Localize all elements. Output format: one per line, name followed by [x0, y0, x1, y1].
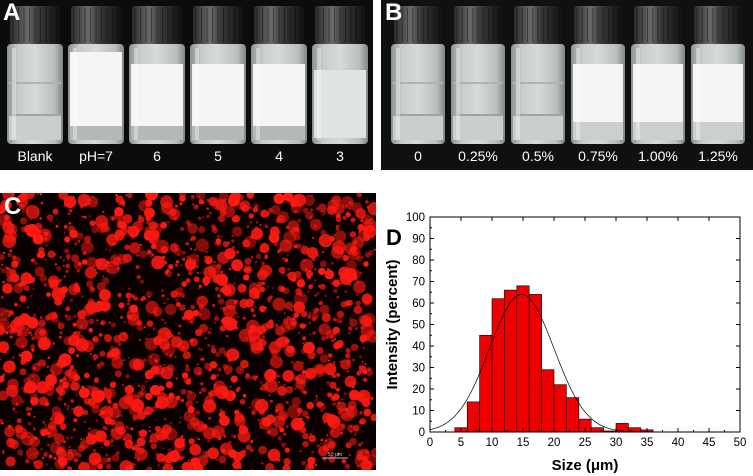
emulsion-layer [192, 64, 244, 126]
vial-cap [193, 6, 243, 44]
a-vial: 3 [312, 6, 368, 164]
x-tick-label: 15 [517, 437, 530, 449]
emulsion-layer [633, 64, 683, 122]
vial-label: 4 [275, 148, 283, 164]
y-tick-label: 50 [412, 320, 425, 332]
x-tick-label: 10 [486, 437, 499, 449]
y-tick-label: 40 [412, 341, 425, 353]
emulsion-layer [131, 64, 183, 126]
vial-label: 5 [214, 148, 222, 164]
panel-letter-a: A [3, 0, 21, 26]
vial-cap [634, 6, 682, 44]
vial-label: 0 [414, 148, 422, 164]
scale-bar-label: 50 μm [328, 452, 342, 458]
histogram-bar [504, 289, 518, 433]
panel-letter-b: B [385, 0, 403, 26]
x-tick-label: 40 [672, 437, 685, 449]
vial-label: 0.75% [578, 148, 618, 164]
vial-label: 0.5% [522, 148, 554, 164]
y-axis-label: Intensity (percent) [384, 259, 401, 389]
histogram-bar [553, 384, 567, 433]
x-tick-label: 30 [610, 437, 623, 449]
b-vial: 0.25% [451, 6, 505, 164]
vial-cap [394, 6, 442, 44]
vial-label: 1.00% [638, 148, 678, 164]
vial-cap [315, 6, 365, 44]
y-tick-label: 100 [406, 212, 425, 224]
vial-cap [10, 6, 60, 44]
emulsion-layer [573, 64, 623, 122]
y-tick-label: 70 [412, 277, 425, 289]
vial-cap [694, 6, 742, 44]
plot-frame [429, 216, 741, 433]
y-tick-label: 60 [412, 298, 425, 310]
panel-letter-d: D [386, 225, 402, 250]
histogram-bar [491, 298, 505, 433]
vial-label: Blank [17, 148, 53, 164]
vial-cap [454, 6, 502, 44]
x-tick-label: 20 [548, 437, 561, 449]
vial-label: 6 [153, 148, 161, 164]
b-vial: 0.75% [571, 6, 625, 164]
vial-photo-ph: Blank pH=7 6 5 4 3 [7, 6, 368, 164]
emulsion-layer [314, 70, 366, 138]
a-vial: 5 [190, 6, 246, 164]
vial-cap [514, 6, 562, 44]
b-vial: 0 [391, 6, 445, 164]
histogram-bar [528, 294, 542, 433]
vial-label: 3 [336, 148, 344, 164]
histogram-bar [466, 401, 480, 433]
vial-cap [574, 6, 622, 44]
size-distribution-chart: D 0 5 10 15 20 25 30 35 40 45 50 0 10 20 30 40 50 60 70 80 9… [384, 212, 747, 474]
histogram-panel: D 0 5 10 15 20 25 30 35 40 45 50 0 10 20 30 40 50 60 70 80 9… [378, 193, 753, 476]
y-tick-label: 10 [412, 406, 425, 418]
emulsion-layer [253, 64, 305, 126]
x-tick-label: 0 [427, 437, 433, 449]
histogram-bar [566, 397, 580, 433]
x-tick-label: 35 [641, 437, 654, 449]
y-tick-label: 80 [412, 255, 425, 267]
x-tick-label: 5 [458, 437, 464, 449]
vial-photo-concentration: 0 0.25% 0.5% 0.75% 1.00% 1.25% [391, 6, 745, 164]
vial-cap [71, 6, 121, 44]
micrograph-panel: 50 μm C [0, 193, 376, 470]
x-tick-label: 50 [734, 437, 747, 449]
b-vial: 1.25% [691, 6, 745, 164]
emulsion-layer [693, 64, 743, 122]
emulsion-layer [70, 52, 122, 126]
histogram-bar [541, 369, 555, 433]
vial-label: pH=7 [79, 148, 113, 164]
fluorescence-micrograph: 50 μm [0, 193, 376, 470]
a-vial: pH=7 [68, 6, 124, 164]
b-vial: 1.00% [631, 6, 685, 164]
vial-label: 0.25% [458, 148, 498, 164]
y-tick-label: 20 [412, 384, 425, 396]
x-axis-label: Size (μm) [552, 457, 619, 474]
histogram-bar [479, 334, 493, 433]
vial-label: 1.25% [698, 148, 738, 164]
b-vial: 0.5% [511, 6, 565, 164]
x-tick-label: 45 [703, 437, 716, 449]
x-tick-label: 25 [579, 437, 592, 449]
histogram-bar [516, 285, 530, 433]
y-tick-label: 90 [412, 234, 425, 246]
y-tick-label: 0 [419, 427, 425, 439]
vial-cap [254, 6, 304, 44]
a-vial: 6 [129, 6, 185, 164]
histogram-bar [590, 427, 604, 433]
vial-panel-ph: Blank pH=7 6 5 4 3 A [0, 0, 373, 170]
vial-cap [132, 6, 182, 44]
panel-letter-c: C [4, 193, 22, 220]
a-vial: Blank [7, 6, 63, 164]
droplet-field [0, 193, 376, 470]
a-vial: 4 [251, 6, 307, 164]
y-tick-label: 30 [412, 363, 425, 375]
vial-panel-concentration: 0 0.25% 0.5% 0.75% 1.00% 1.25% B [381, 0, 753, 170]
